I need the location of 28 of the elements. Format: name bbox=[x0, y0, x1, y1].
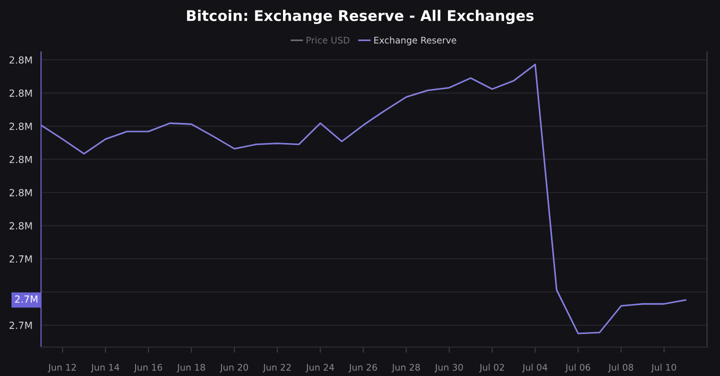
x-tick-label: Jul 10 bbox=[650, 364, 676, 372]
x-tick-label: Jun 26 bbox=[348, 364, 377, 372]
x-tick-label: Jun 24 bbox=[306, 364, 334, 372]
chart-title: Bitcoin: Exchange Reserve - All Exchanges bbox=[187, 10, 534, 24]
x-tick-label: Jun 22 bbox=[262, 364, 291, 372]
x-tick-label: Jul 02 bbox=[479, 364, 504, 372]
x-tick-label: Jun 14 bbox=[90, 364, 120, 372]
x-tick-label: Jun 16 bbox=[134, 364, 162, 372]
y-tick-label: 2.8M bbox=[10, 156, 32, 164]
x-tick-label: Jun 30 bbox=[434, 364, 463, 372]
x-tick-label: Jul 04 bbox=[522, 364, 548, 372]
legend-label: Price USD bbox=[306, 36, 350, 44]
x-tick-label: Jun 20 bbox=[220, 364, 248, 372]
y-tick-label: 2.8M bbox=[10, 122, 32, 130]
y-tick-label: 2.8M bbox=[10, 89, 32, 97]
legend-label: Exchange Reserve bbox=[374, 36, 456, 46]
x-tick-label: Jun 12 bbox=[48, 364, 76, 372]
x-tick-label: Jul 06 bbox=[565, 364, 590, 372]
y-tick-label: 2.7M bbox=[10, 255, 32, 263]
line-series bbox=[41, 64, 686, 334]
x-tick-label: Jun 28 bbox=[392, 364, 420, 372]
y-tick-label: 2.8M bbox=[10, 222, 32, 230]
x-tick-label: Jul 08 bbox=[608, 364, 634, 372]
y-tick-label: 2.8M bbox=[10, 188, 32, 196]
y-tick-label: 2.7M bbox=[10, 322, 32, 329]
x-tick-label: Jun 18 bbox=[176, 364, 206, 372]
y-tick-label: 2.8M bbox=[10, 56, 32, 64]
text: 2.7M bbox=[15, 295, 38, 303]
